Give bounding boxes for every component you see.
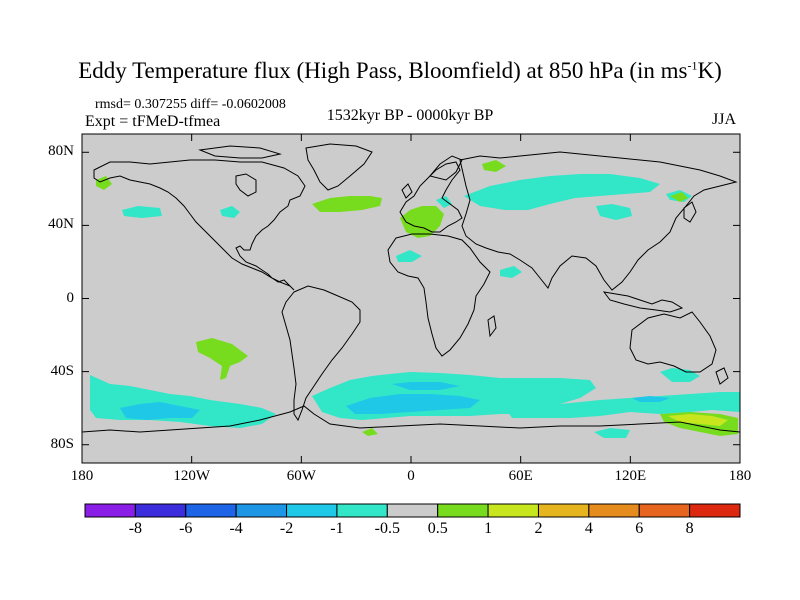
title-superscript: -1 (687, 58, 698, 73)
cyan-region (122, 206, 162, 218)
colorbar-level-label: -2 (279, 520, 294, 537)
colorbar-level-label: 6 (635, 520, 644, 537)
green-region (670, 192, 688, 202)
coastline-north-america (93, 159, 306, 291)
cyan-region (632, 396, 670, 402)
green-region (196, 338, 248, 380)
coastline-south-america (281, 285, 361, 422)
coastline-asia (459, 151, 738, 291)
coastline-australia (629, 311, 717, 373)
cyan-region (594, 428, 630, 438)
coastline-japan (683, 201, 697, 223)
coastline-africa (387, 233, 491, 357)
colorbar-swatch (286, 503, 338, 518)
y-tick-label: 80S (50, 435, 74, 452)
coastline-new-zealand (715, 367, 729, 385)
colorbar-swatch (235, 503, 288, 518)
title-main: Eddy Temperature flux (High Pass, Bloomf… (78, 58, 688, 83)
green-region (482, 160, 506, 172)
x-tick-label: 120W (173, 468, 210, 484)
colorbar-swatch (336, 503, 388, 518)
colorbar-level-label: -1 (330, 520, 344, 537)
x-tick-label: 120E (614, 468, 647, 484)
x-tick-label: 0 (407, 468, 415, 484)
green-region (400, 206, 444, 238)
colorbar-swatch (537, 503, 590, 518)
colorbar-level-label: 4 (584, 520, 593, 537)
green-region (312, 196, 382, 212)
colorbar-level-label: 2 (534, 520, 543, 537)
cyan-region (436, 196, 452, 208)
green-region (362, 428, 378, 436)
title-suffix: K) (697, 58, 722, 83)
cyan-region (220, 206, 240, 218)
stats-text: rmsd= 0.307255 diff= -0.0602008 (95, 97, 286, 112)
colorbar-level-label: -8 (128, 520, 143, 537)
y-tick-label: 80N (48, 143, 74, 160)
colorbar-swatch (487, 503, 539, 518)
axis-ticks (81, 134, 741, 463)
colorbar-swatch (588, 503, 640, 518)
coastline-arctic-islands (198, 145, 282, 159)
cyan-region (120, 402, 200, 420)
coastline-britain (401, 183, 413, 199)
experiment-label: Expt = tFMeD-tfmea (85, 113, 221, 130)
colorbar-swatch (134, 503, 187, 518)
colorbar-swatch (437, 503, 489, 518)
coastlines (81, 143, 741, 433)
colorbar-level-label: -4 (229, 520, 243, 537)
cyan-region (346, 394, 480, 414)
cyan-region (392, 382, 460, 390)
x-tick-label: 180 (728, 468, 752, 484)
cyan-region (500, 266, 522, 278)
cyan-region (464, 174, 660, 210)
cyan-region (596, 204, 632, 220)
colorbar-level-label: -0.5 (374, 520, 400, 537)
coastline-greenland (305, 143, 373, 191)
period-label: 1532kyr BP - 0000kyr BP (326, 107, 494, 124)
x-tick-label: 180 (70, 468, 94, 484)
green-region (96, 176, 112, 190)
colorbar-swatch (638, 503, 691, 518)
y-tick-label: 0 (66, 289, 75, 306)
season-label: JJA (712, 111, 737, 128)
cyan-region (508, 392, 740, 418)
colorbar-swatch (386, 503, 439, 518)
coastline-europe (399, 161, 463, 233)
colorbar-level-label: 0.5 (427, 520, 448, 537)
colorbar-swatch (84, 503, 136, 518)
coastline-antarctica (81, 405, 741, 433)
x-tick-label: 60W (286, 468, 316, 484)
x-tick-label: 60E (508, 468, 533, 484)
colorbar-swatch (185, 503, 237, 518)
colorbar-swatch (689, 503, 741, 518)
anomaly-shading (90, 160, 740, 438)
coastline-madagascar (487, 315, 497, 338)
cyan-region (396, 250, 422, 262)
colorbar (84, 503, 741, 518)
colorbar-level-label: 8 (685, 520, 694, 537)
plot-title: Eddy Temperature flux (High Pass, Bloomf… (0, 58, 800, 84)
colorbar-level-label: -6 (179, 520, 193, 537)
colorbar-level-label: 1 (484, 520, 493, 537)
coastline-hudson-bay (235, 173, 257, 197)
coastline-indonesia (602, 291, 684, 313)
yellow-region (668, 414, 728, 426)
y-tick-label: 40N (48, 216, 74, 233)
y-tick-label: 40S (50, 362, 74, 379)
